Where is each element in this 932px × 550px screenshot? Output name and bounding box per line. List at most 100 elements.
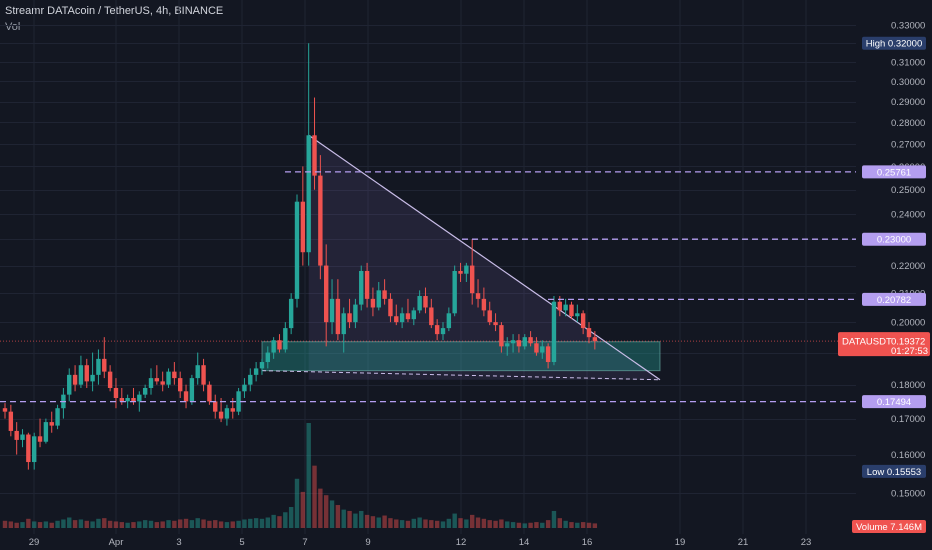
candle [470, 239, 475, 305]
level-price-tag-tp3-text: 0.25761 [877, 167, 911, 178]
candle [213, 394, 218, 419]
candle-body [288, 298, 294, 329]
candle [61, 387, 66, 419]
time-axis-background[interactable] [0, 534, 932, 550]
volume-bar [218, 521, 224, 528]
volume-bar [452, 513, 457, 528]
candle-body [248, 374, 253, 385]
volume-bar [359, 510, 364, 528]
candle-body [96, 358, 101, 375]
volume-bar [283, 512, 288, 528]
volume-bar [586, 522, 592, 528]
candle [376, 281, 381, 311]
candle [195, 352, 200, 385]
candle [423, 287, 428, 314]
candle-body [26, 434, 31, 463]
candle-body [557, 301, 562, 311]
level-price-tag-s-text: 0.17494 [877, 397, 911, 408]
time-tick-label: 21 [738, 537, 749, 548]
candle-body [563, 304, 568, 311]
volume-tag-bg [852, 520, 926, 533]
candle-body [207, 384, 212, 402]
volume-bar [61, 519, 66, 528]
time-tick-label: Apr [109, 537, 124, 548]
time-tick-label: 14 [519, 537, 530, 548]
volume-bar [131, 522, 136, 528]
candle [341, 307, 346, 353]
candle-body [429, 307, 434, 326]
candle-body [14, 430, 19, 440]
candle [142, 384, 148, 399]
candle [288, 293, 294, 335]
candle-body [119, 398, 124, 402]
candle-body [534, 343, 539, 353]
candle [32, 432, 37, 470]
low-price-tag-text: Low 0.15553 [867, 467, 921, 478]
volume-bar [376, 517, 381, 528]
candle [516, 334, 522, 353]
candle-body [475, 293, 481, 299]
volume-bar [470, 514, 475, 528]
candle-body [43, 422, 49, 442]
candle [452, 265, 457, 317]
volume-bar [353, 513, 358, 528]
candle-body [569, 304, 574, 317]
candle [353, 298, 358, 329]
candle [207, 381, 212, 405]
candle [446, 307, 452, 332]
time-tick-label: 3 [176, 537, 181, 548]
time-tick-label: 7 [302, 537, 307, 548]
candle [575, 304, 580, 323]
candle-body [329, 298, 335, 323]
candle [545, 343, 551, 369]
candle-body [277, 340, 282, 350]
volume-bar [516, 522, 522, 528]
candle [522, 334, 527, 350]
candle [43, 418, 49, 444]
candle-body [423, 296, 428, 308]
volume-bar [493, 520, 498, 528]
candle [458, 262, 463, 282]
volume-bar [434, 520, 440, 528]
candle-body [113, 387, 119, 399]
volume-bar [569, 522, 574, 528]
candle [382, 279, 387, 305]
level-price-tag-s-bg [862, 395, 926, 409]
time-tick-label: 5 [239, 537, 244, 548]
candle [107, 365, 113, 392]
candle [72, 365, 78, 392]
candle-body [166, 371, 171, 385]
candle [26, 432, 31, 470]
candle [312, 97, 317, 190]
volume-bar [26, 518, 31, 528]
candle-body [148, 378, 154, 388]
candle [14, 422, 19, 455]
candle-body [405, 313, 411, 320]
price-tick-label: 0.16000 [891, 450, 925, 461]
volume-bar [84, 520, 89, 528]
price-axis-background[interactable] [856, 0, 932, 550]
level-price-tag-tp2-text: 0.23000 [877, 235, 911, 246]
volume-bar [271, 514, 276, 528]
price-tick-label: 0.27000 [891, 140, 925, 151]
candle [277, 334, 282, 353]
candle-body [131, 398, 136, 402]
time-axis[interactable]: 29 Apr 3 5 7 9 12 14 16 19 21 23 [29, 537, 812, 548]
volume-bar [125, 522, 130, 528]
volume-bar [481, 518, 487, 528]
volume-bar [90, 521, 95, 528]
volume-bar [458, 518, 463, 528]
time-tick-label: 16 [582, 537, 593, 548]
price-tick-label: 0.31000 [891, 58, 925, 69]
candle [242, 378, 247, 399]
volume-bar [487, 520, 492, 528]
low-price-tag: Low 0.15553 [862, 464, 926, 478]
candle [411, 307, 416, 326]
level-price-tag-tp2-bg [862, 232, 926, 246]
volume-bar [242, 519, 247, 528]
candle [37, 418, 43, 448]
volume-bar [528, 522, 533, 528]
candle-body [580, 313, 586, 329]
volume-indicator-label: Vol [5, 21, 21, 33]
